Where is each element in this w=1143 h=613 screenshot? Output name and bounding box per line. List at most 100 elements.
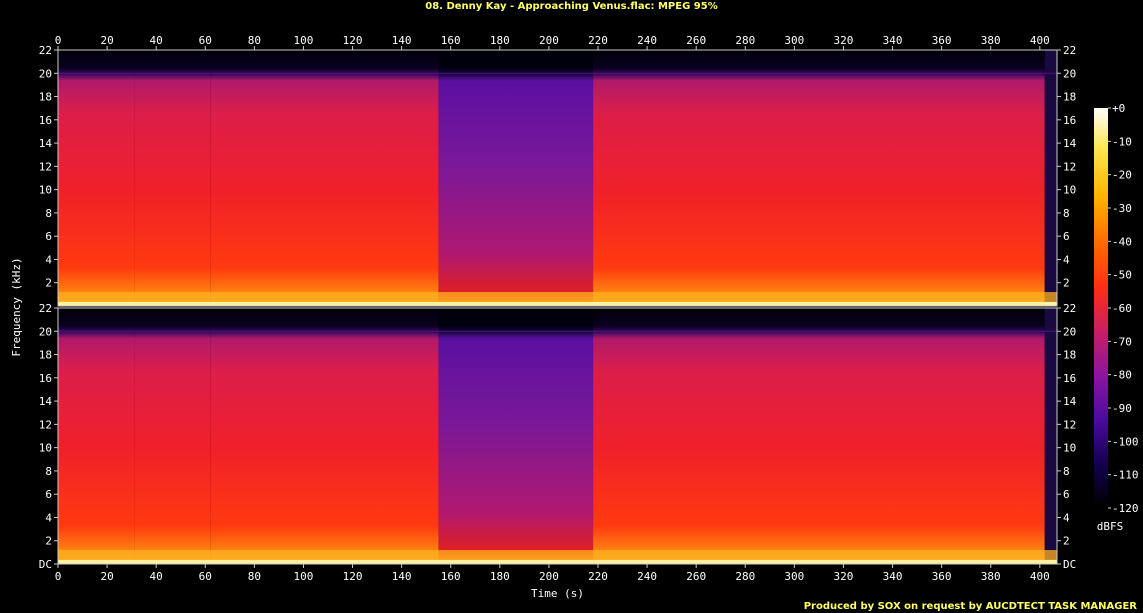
x-tick-label: 20 [100,570,113,583]
x-tick-label: 100 [294,570,314,583]
x-tick-label: 160 [441,34,461,47]
y-tick-label: 12 [39,418,52,431]
x-tick-label: 100 [294,34,314,47]
y-tick-label: 6 [45,488,52,501]
colorbar-tick-label: -20 [1112,169,1132,182]
x-tick-label: 40 [150,34,163,47]
y-tick-label: 16 [39,114,52,127]
y-tick-label: 22 [1063,44,1076,57]
y-tick-label: 14 [39,137,53,150]
y-tick-label: 22 [1063,302,1076,315]
x-tick-label: 160 [441,570,461,583]
y-axis-label: Frequency (kHz) [10,257,23,356]
colorbar-tick-label: -80 [1112,369,1132,382]
colorbar-tick-label: -70 [1112,335,1132,348]
y-tick-label: 14 [39,395,53,408]
y-tick-label: 8 [1063,465,1070,478]
segment-4 [438,50,594,306]
colorbar-tick-label: -60 [1112,302,1132,315]
y-tick-label: 8 [45,465,52,478]
y-tick-label: DC [1063,558,1076,571]
y-tick-label: 18 [1063,349,1076,362]
x-tick-label: 20 [100,34,113,47]
x-tick-label: 300 [784,34,804,47]
x-tick-label: 240 [637,34,657,47]
segment-4 [438,308,594,564]
y-tick-label: 6 [45,230,52,243]
y-tick-label: 4 [45,253,52,266]
x-tick-label: 320 [834,570,854,583]
colorbar-tick-label: -120 [1112,502,1139,515]
x-tick-label: 300 [784,570,804,583]
x-tick-label: 180 [490,34,510,47]
x-tick-label: 340 [883,570,903,583]
y-tick-label: 10 [1063,184,1076,197]
dc-band [58,559,1057,564]
x-tick-label: 200 [539,570,559,583]
y-tick-label: 10 [39,184,52,197]
y-tick-label: 14 [1063,395,1077,408]
x-tick-label: 140 [392,34,412,47]
colorbar-tick-label: -110 [1112,469,1139,482]
y-tick-label: 2 [45,277,52,290]
segment-5 [593,308,1045,564]
segment-3 [210,308,439,564]
y-tick-label: 10 [39,442,52,455]
x-tick-label: 320 [834,34,854,47]
x-tick-label: 340 [883,34,903,47]
x-tick-label: 260 [686,34,706,47]
segment-3 [210,50,439,306]
x-tick-label: 240 [637,570,657,583]
x-tick-label: 40 [150,570,163,583]
y-tick-label: 14 [1063,137,1077,150]
y-tick-label: 12 [1063,160,1076,173]
x-tick-label: 80 [248,570,261,583]
chart-title: 08. Denny Kay - Approaching Venus.flac: … [425,1,718,12]
x-tick-label: 80 [248,34,261,47]
y-tick-label: 2 [1063,535,1070,548]
x-tick-label: 380 [981,34,1001,47]
x-tick-label: 280 [735,570,755,583]
plot-frame [57,307,1058,565]
x-tick-label: 380 [981,570,1001,583]
y-tick-label: 22 [39,302,52,315]
dc-band [58,301,1057,306]
colorbar: +0 -10 -20 -30 -40 -50 -60 -70 -80 -90 -100 -110 -12… [1094,102,1139,515]
x-tick-label: 360 [932,570,952,583]
y-tick-label: 2 [45,535,52,548]
segment-2 [134,308,211,564]
y-tick-label: 4 [1063,253,1070,266]
y-tick-label: 6 [1063,488,1070,501]
x-tick-label: 120 [343,34,363,47]
y-tick-label: 12 [39,160,52,173]
spectrogram-channel-2 [57,307,1058,565]
x-tick-label: 120 [343,570,363,583]
y-tick-label: 10 [1063,442,1076,455]
y-tick-label: 16 [1063,114,1076,127]
track-end-fade [1044,50,1057,306]
x-tick-label: 0 [55,570,62,583]
y-tick-label: 20 [1063,67,1076,80]
segment-1 [58,50,135,306]
segment-2 [134,50,211,306]
x-tick-label: 400 [1030,34,1050,47]
x-tick-label: 60 [199,34,212,47]
y-tick-label: 20 [39,67,52,80]
credit-text: Produced by SOX on request by AUCDTECT T… [803,601,1137,612]
x-tick-label: 140 [392,570,412,583]
y-tick-label: 16 [1063,372,1076,385]
y-tick-label: 20 [39,325,52,338]
y-tick-label: 22 [39,44,52,57]
y-tick-label: 4 [45,511,52,524]
x-axis-label: Time (s) [531,587,584,600]
y-tick-label: 16 [39,372,52,385]
colorbar-tick-label: -30 [1112,202,1132,215]
y-tick-label: 18 [1063,91,1076,104]
colorbar-tick-label: -90 [1112,402,1132,415]
colorbar-tick-label: -50 [1112,269,1132,282]
y-tick-label: 18 [39,349,52,362]
x-tick-label: 220 [588,570,608,583]
segment-5 [593,50,1045,306]
track-end-fade [1044,308,1057,564]
spectrogram-channel-1 [57,49,1058,307]
